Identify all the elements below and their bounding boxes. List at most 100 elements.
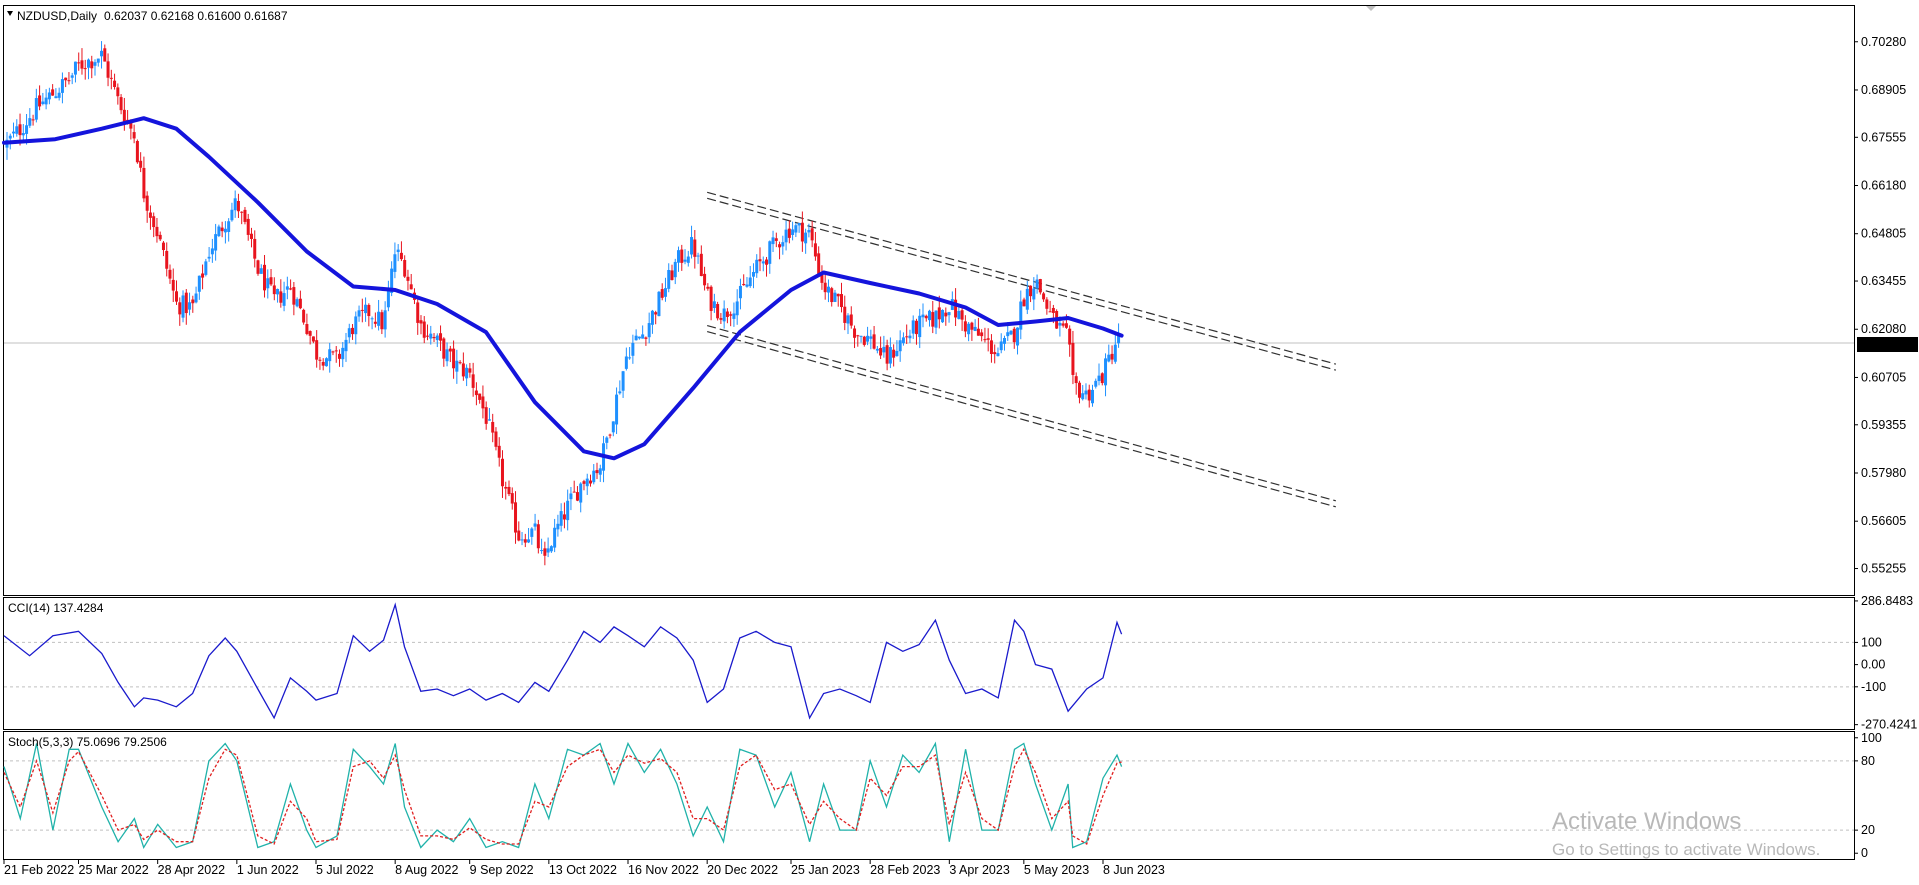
bear-candle-body bbox=[461, 363, 465, 377]
bull-candle-body bbox=[465, 367, 469, 379]
bear-candle-body bbox=[872, 334, 876, 349]
bull-candle-body bbox=[794, 225, 798, 233]
bear-candle-body bbox=[201, 273, 205, 278]
bull-candle-body bbox=[8, 135, 12, 139]
bull-candle-body bbox=[344, 339, 348, 352]
bear-candle-body bbox=[64, 77, 68, 81]
cci-panel[interactable]: 286.8483 100 0.00 -100 -270.4241 CCI(14) 137… bbox=[3, 594, 1918, 732]
bull-candle-body bbox=[341, 347, 345, 360]
price-tag: 0.61687 bbox=[1857, 337, 1918, 352]
bull-candle-body bbox=[569, 493, 573, 500]
bear-candle-body bbox=[716, 304, 720, 319]
bull-candle-body bbox=[650, 310, 654, 325]
bear-candle-body bbox=[507, 486, 511, 495]
cci-panel-frame bbox=[3, 597, 1855, 730]
bull-candle-body bbox=[210, 248, 214, 255]
bear-candle-body bbox=[279, 291, 283, 303]
bull-candle-body bbox=[1090, 389, 1094, 404]
bull-candle-body bbox=[520, 539, 524, 541]
time-tick-label: 28 Apr 2022 bbox=[158, 863, 225, 877]
lower-channel-line bbox=[707, 324, 1337, 502]
bull-candle-body bbox=[86, 59, 90, 68]
bear-candle-body bbox=[1064, 323, 1068, 328]
bull-candle-body bbox=[1113, 344, 1117, 362]
bear-candle-body bbox=[419, 320, 423, 324]
bear-candle-body bbox=[38, 95, 42, 107]
collapse-arrow-icon[interactable] bbox=[7, 11, 13, 16]
stoch-levels bbox=[4, 760, 1854, 831]
bear-candle-body bbox=[253, 238, 257, 259]
price-tick-label: 0.63455 bbox=[1861, 274, 1906, 288]
bear-candle-body bbox=[823, 282, 827, 293]
bear-candle-body bbox=[331, 351, 335, 353]
bear-candle-body bbox=[90, 61, 94, 69]
bear-candle-body bbox=[836, 293, 840, 297]
bull-candle-body bbox=[96, 58, 100, 63]
bear-candle-body bbox=[914, 320, 918, 335]
bull-candle-body bbox=[598, 468, 602, 475]
stoch-tick-label: 100 bbox=[1861, 731, 1882, 745]
bear-candle-body bbox=[989, 340, 993, 354]
bull-candle-body bbox=[347, 328, 351, 338]
bear-candle-body bbox=[1045, 299, 1049, 309]
bear-candle-body bbox=[302, 309, 306, 323]
bull-candle-body bbox=[615, 394, 619, 425]
price-tick-label: 0.68905 bbox=[1861, 83, 1906, 97]
bear-candle-body bbox=[954, 299, 958, 318]
stoch-panel[interactable]: 100 80 20 0 Stoch(5,3,3) 75.0696 79.2506 bbox=[3, 731, 1882, 860]
chart-title: NZDUSD,Daily bbox=[17, 9, 97, 23]
bull-candle-body bbox=[217, 226, 221, 237]
bear-candle-body bbox=[106, 61, 110, 78]
bear-candle-body bbox=[582, 481, 586, 484]
bear-candle-body bbox=[1110, 353, 1114, 360]
bear-candle-body bbox=[1061, 323, 1065, 326]
bull-candle-body bbox=[761, 261, 765, 264]
bull-candle-body bbox=[911, 320, 915, 334]
bull-candle-body bbox=[60, 79, 64, 93]
bull-candle-body bbox=[181, 295, 185, 318]
bear-candle-body bbox=[660, 289, 664, 298]
time-tick-label: 21 Feb 2022 bbox=[4, 863, 74, 877]
bull-candle-body bbox=[732, 313, 736, 319]
bear-candle-body bbox=[240, 211, 244, 213]
bear-candle-body bbox=[103, 48, 107, 62]
bull-candle-body bbox=[722, 308, 726, 322]
cci-tick-label: -100 bbox=[1861, 680, 1886, 694]
bull-candle-body bbox=[628, 357, 632, 359]
bear-candle-body bbox=[839, 294, 843, 308]
bull-candle-body bbox=[1107, 354, 1111, 362]
price-tick-label: 0.70280 bbox=[1861, 35, 1906, 49]
shift-marker-icon[interactable] bbox=[1366, 6, 1376, 11]
bear-candle-body bbox=[709, 286, 713, 311]
bear-candle-body bbox=[892, 349, 896, 358]
time-tick-label: 9 Sep 2022 bbox=[470, 863, 534, 877]
bull-candle-body bbox=[592, 470, 596, 483]
bear-candle-body bbox=[220, 227, 224, 232]
bear-candle-body bbox=[523, 539, 527, 543]
bear-candle-body bbox=[536, 524, 540, 549]
bear-candle-body bbox=[155, 226, 159, 237]
bull-candle-body bbox=[34, 98, 38, 120]
bear-candle-body bbox=[693, 239, 697, 257]
bull-candle-body bbox=[908, 335, 912, 339]
bear-candle-body bbox=[856, 335, 860, 337]
bear-candle-body bbox=[168, 269, 172, 279]
bear-candle-body bbox=[1029, 285, 1033, 297]
bear-candle-body bbox=[1087, 389, 1091, 401]
bear-candle-body bbox=[452, 348, 456, 369]
bull-candle-body bbox=[677, 250, 681, 263]
bear-candle-body bbox=[272, 285, 276, 295]
bull-candle-body bbox=[41, 101, 45, 105]
bear-candle-body bbox=[334, 350, 338, 352]
bear-candle-body bbox=[119, 97, 123, 111]
bear-candle-body bbox=[494, 431, 498, 447]
bull-candle-body bbox=[611, 421, 615, 433]
bull-candle-body bbox=[781, 242, 785, 247]
bull-candle-body bbox=[396, 249, 400, 253]
time-tick-label: 28 Feb 2023 bbox=[870, 863, 940, 877]
bear-candle-body bbox=[122, 109, 126, 123]
bull-candle-body bbox=[1117, 333, 1121, 344]
bear-candle-body bbox=[706, 286, 710, 289]
bear-candle-body bbox=[970, 322, 974, 330]
price-panel[interactable]: 0.70280 0.68905 0.67555 0.66180 0.64805 0.634… bbox=[2, 5, 1919, 596]
